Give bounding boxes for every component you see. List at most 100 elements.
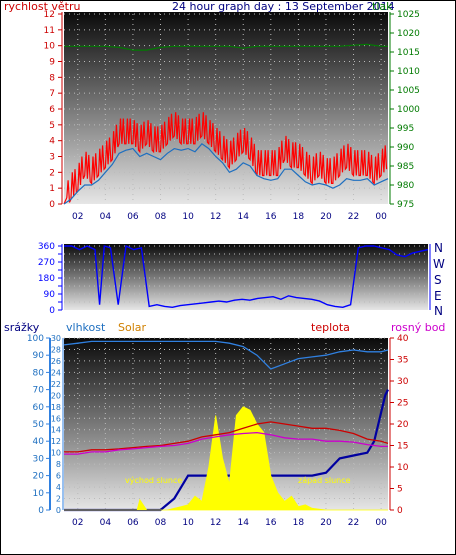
compass-w: W [433,257,445,271]
rain-left-inner-tick-label: 28 [51,345,61,354]
rain-left-inner-tick-label: 10 [51,449,61,458]
pressure-right-tick-label: 1025 [397,10,420,20]
rain-left-inner-tick-label: 0 [56,506,61,515]
rain-left-outer-tick-label: 40 [33,437,45,447]
rain-left-outer-tick-label: 60 [33,403,45,413]
rain-x-tick-label: 04 [100,518,112,528]
pressure-series [64,43,388,51]
rain-left-outer-tick-label: 10 [33,489,45,499]
rain-left-inner-tick-label: 22 [51,380,61,389]
temperature-right-tick-label: 25 [397,399,408,409]
wind-average-series [63,142,389,205]
temperature-series [64,421,389,453]
rain-left-outer-tick-label: 50 [33,420,45,430]
compass-n-bottom: N [434,304,443,318]
rain-left-inner-tick-label: 20 [51,391,61,400]
temperature-right-tick-label: 10 [397,463,409,473]
rain-left-inner-tick-label: 18 [51,403,61,412]
rain-left-outer-tick-label: 30 [33,454,45,464]
wind-x-tick-label: 10 [182,212,194,222]
wind-left-tick-label: 2 [49,168,55,178]
wind-x-tick-label: 00 [375,212,387,222]
temperature-right-tick-label: 5 [397,485,403,495]
rain-left-outer-tick-label: 80 [33,368,45,378]
rain-x-tick-label: 08 [155,518,167,528]
wind-left-tick-label: 1 [49,184,55,194]
rain-left-inner-tick-label: 26 [51,357,61,366]
temperature-right-tick-label: 30 [397,377,409,387]
wind-x-tick-label: 16 [265,212,277,222]
rain-left-inner-tick-label: 30 [51,334,61,343]
chart-title: 24 hour graph day : 13 September 2014 [172,0,395,13]
temperature-right-tick-label: 15 [397,442,408,452]
wind-left-tick-label: 11 [44,26,55,36]
rain-left-inner-tick-label: 2 [56,495,61,504]
pressure-label: tlak [372,0,393,13]
wind-left-tick-label: 8 [49,73,55,83]
rain-x-tick-label: 10 [182,518,194,528]
compass-labels: N W S E N [433,241,445,318]
solar-label: Solar [118,321,147,334]
rain-left-inner-tick-label: 24 [51,368,61,377]
compass-e: E [434,289,442,303]
rain-x-tick-label: 12 [210,518,221,528]
wind-speed-label: rychlost větru [4,0,80,13]
wind-x-tick-label: 20 [320,212,332,222]
wind-x-tick-label: 22 [348,212,359,222]
wind-left-tick-label: 7 [49,89,55,99]
temperature-right-tick-label: 20 [397,420,409,430]
temperature-right-tick-label: 40 [397,334,409,344]
rain-left-outer-tick-label: 90 [33,351,45,361]
solar-series [64,406,388,511]
wind-x-tick-label: 18 [293,212,305,222]
rain-x-tick-label: 18 [293,518,305,528]
pressure-right-tick-label: 980 [397,181,414,191]
rain-x-tick-label: 20 [320,518,332,528]
pressure-right-tick-label: 1000 [397,105,420,115]
wind-x-tick-label: 14 [238,212,250,222]
wind-left-tick-label: 0 [49,200,55,210]
wind-left-tick-label: 5 [49,121,55,131]
rain-x-tick-label: 06 [127,518,139,528]
wind-speed-series [63,112,388,205]
wind-left-tick-label: 10 [44,42,56,52]
temperature-right-tick-label: 0 [397,506,403,516]
rain-x-tick-label: 14 [238,518,250,528]
wind-left-tick-label: 6 [49,105,55,115]
pressure-right-tick-label: 985 [397,162,414,172]
dewpoint-label: rosný bod [391,321,445,334]
direction-left-tick-label: 90 [44,290,56,300]
sunrise-label: východ slunce [125,476,182,485]
wind-left-tick-label: 9 [49,58,55,68]
rain-x-tick-label: 02 [72,518,83,528]
dewpoint-series [64,431,388,455]
rain-left-inner-tick-label: 8 [56,460,61,469]
wind-x-tick-label: 02 [72,212,83,222]
pressure-right-tick-label: 1010 [397,67,420,77]
direction-left-tick-label: 180 [38,274,55,284]
pressure-right-tick-label: 1015 [397,48,420,58]
wind-left-tick-label: 4 [49,137,55,147]
sunset-label: západ slunce [298,476,351,485]
rain-x-tick-label: 00 [375,518,387,528]
rain-label: srážky [4,321,40,334]
pressure-right-tick-label: 1020 [397,29,420,39]
compass-n-top: N [434,241,443,255]
rain-left-inner-tick-label: 6 [56,472,61,481]
wind-x-tick-label: 12 [210,212,221,222]
rain-left-outer-tick-label: 100 [27,334,44,344]
direction-left-tick-label: 270 [38,258,55,268]
rain-left-inner-tick-label: 4 [56,483,61,492]
pressure-right-tick-label: 1005 [397,86,420,96]
humidity-label: vlhkost [66,321,106,334]
pressure-right-tick-label: 990 [397,143,414,153]
compass-s: S [434,273,442,287]
wind-direction-series [64,244,429,309]
rain-left-inner-tick-label: 16 [51,414,61,423]
rain-left-outer-tick-label: 0 [38,506,44,516]
rain-left-inner-tick-label: 12 [51,437,61,446]
direction-left-tick-label: 360 [38,242,55,252]
temperature-label: teplota [311,321,350,334]
rain-left-outer-tick-label: 70 [33,386,45,396]
